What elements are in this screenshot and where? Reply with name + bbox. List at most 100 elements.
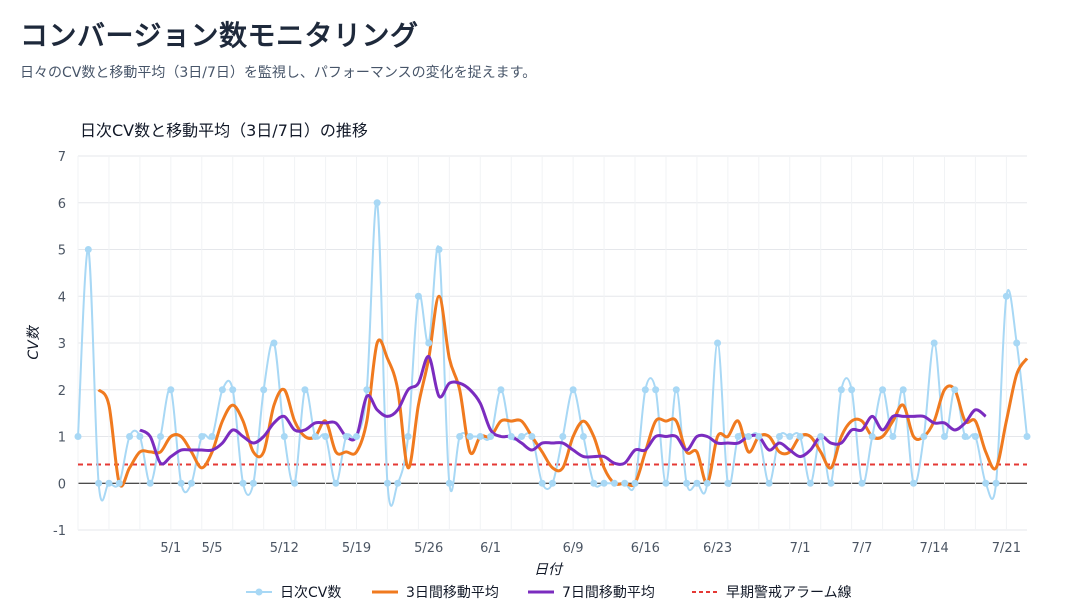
daily-cv-point	[115, 479, 123, 487]
daily-cv-point	[249, 479, 257, 487]
daily-cv-point	[734, 433, 742, 440]
x-tick-label: 5/1	[160, 541, 181, 556]
daily-cv-point	[652, 386, 660, 394]
grid	[77, 155, 1027, 531]
daily-cv-point	[157, 433, 165, 440]
daily-cv-point	[456, 433, 464, 440]
daily-cv-point	[858, 479, 866, 487]
x-tick-label: 7/1	[790, 541, 811, 556]
daily-cv-point	[126, 433, 134, 440]
daily-cv-point	[910, 479, 918, 487]
daily-cv-point	[806, 479, 814, 487]
daily-cv-point	[683, 479, 691, 487]
daily-cv-point	[373, 199, 381, 207]
daily-cv-point	[363, 386, 371, 394]
daily-cv-point	[218, 386, 226, 394]
daily-cv-point	[600, 479, 608, 487]
daily-cv-point	[167, 386, 175, 394]
daily-cv-point	[507, 433, 515, 440]
daily-cv-point	[1023, 433, 1031, 440]
daily-cv-point	[693, 479, 701, 487]
y-tick-label: 4	[58, 290, 66, 305]
daily-cv-point	[899, 386, 907, 394]
x-axis-label: 日付	[534, 562, 564, 578]
x-tick-label: 5/5	[202, 541, 223, 556]
x-tick-label: 6/23	[703, 541, 732, 556]
daily-cv-point	[383, 479, 391, 487]
daily-cv-point	[786, 433, 794, 440]
daily-cv-point	[930, 339, 938, 347]
y-axis-label: CV数	[26, 324, 42, 359]
daily-cv-point	[187, 479, 195, 487]
daily-cv-point	[239, 479, 247, 487]
daily-cv-point	[714, 339, 722, 347]
daily-cv-point	[146, 479, 154, 487]
daily-cv-point	[641, 386, 649, 394]
daily-cv-point	[817, 433, 825, 440]
daily-cv-point	[672, 386, 680, 394]
daily-cv-point	[549, 479, 556, 487]
daily-cv-point	[353, 433, 361, 440]
legend: 日次CV数 3日間移動平均 7日間移動平均 早期警戒アラーム線	[246, 585, 852, 601]
daily-cv-point	[425, 339, 433, 347]
chart-title: 日次CV数と移動平均（3日/7日）の推移	[80, 121, 368, 140]
daily-cv-point	[569, 386, 577, 394]
daily-cv-point	[466, 433, 474, 440]
daily-cv-point	[631, 479, 639, 487]
daily-cv-point	[291, 479, 299, 487]
daily-cv-point	[435, 246, 443, 253]
daily-cv-point	[487, 433, 495, 440]
x-tick-label: 7/7	[851, 541, 872, 556]
daily-cv-point	[579, 433, 587, 440]
daily-cv-point	[260, 386, 268, 394]
page-title: コンバージョン数モニタリング	[20, 19, 419, 52]
daily-cv-point	[610, 479, 618, 487]
daily-cv-point	[961, 433, 969, 440]
x-tick-label: 7/21	[992, 541, 1021, 556]
daily-cv-point	[755, 433, 763, 440]
daily-cv-point	[662, 479, 670, 487]
ma7-line	[139, 355, 987, 466]
daily-cv-point	[404, 433, 412, 440]
daily-cv-point	[765, 479, 773, 487]
x-tick-label: 6/9	[563, 541, 584, 556]
daily-cv-point	[848, 386, 856, 394]
legend-daily-label: 日次CV数	[280, 585, 341, 601]
daily-cv-point	[538, 479, 546, 487]
daily-cv-point	[177, 479, 185, 487]
daily-cv-point	[208, 433, 216, 440]
daily-cv-point	[971, 433, 979, 440]
x-tick-label: 7/14	[920, 541, 949, 556]
daily-cv-point	[940, 433, 948, 440]
daily-cv-point	[301, 386, 309, 394]
daily-cv-point	[497, 386, 505, 394]
daily-cv-point	[476, 433, 484, 440]
daily-cv-point	[342, 433, 350, 440]
legend-alarm-label: 早期警戒アラーム線	[726, 585, 852, 601]
daily-cv-point	[796, 433, 804, 440]
daily-cv-point	[198, 433, 206, 440]
daily-cv-point	[518, 433, 526, 440]
series-layer	[77, 200, 1029, 507]
daily-cv-point	[105, 479, 113, 487]
daily-cv-point	[414, 292, 422, 300]
page-subtitle: 日々のCV数と移動平均（3日/7日）を監視し、パフォーマンスの変化を捉えます。	[20, 65, 537, 81]
daily-cv-point	[775, 433, 783, 440]
daily-cv-point	[703, 479, 711, 487]
daily-cv-point	[528, 433, 536, 440]
daily-cv-point	[837, 386, 845, 394]
marker-layer	[74, 199, 1031, 487]
daily-cv-point	[1002, 292, 1010, 300]
y-tick-label: 6	[58, 197, 66, 212]
daily-cv-point	[744, 433, 752, 440]
daily-cv-point	[992, 479, 1000, 487]
axes: -1 0 1 2 3 4 5 6 7 5/1 5/5 5/12 5/19 5/26 6/1 6/9 6/16 6/…	[53, 150, 1021, 556]
daily-cv-point	[724, 479, 732, 487]
daily-cv-point	[868, 433, 876, 440]
daily-cv-point	[229, 386, 237, 394]
ma3-line	[97, 294, 1029, 488]
daily-cv-point	[590, 479, 598, 487]
y-tick-label: 7	[58, 150, 66, 165]
y-tick-label: 5	[58, 244, 66, 259]
